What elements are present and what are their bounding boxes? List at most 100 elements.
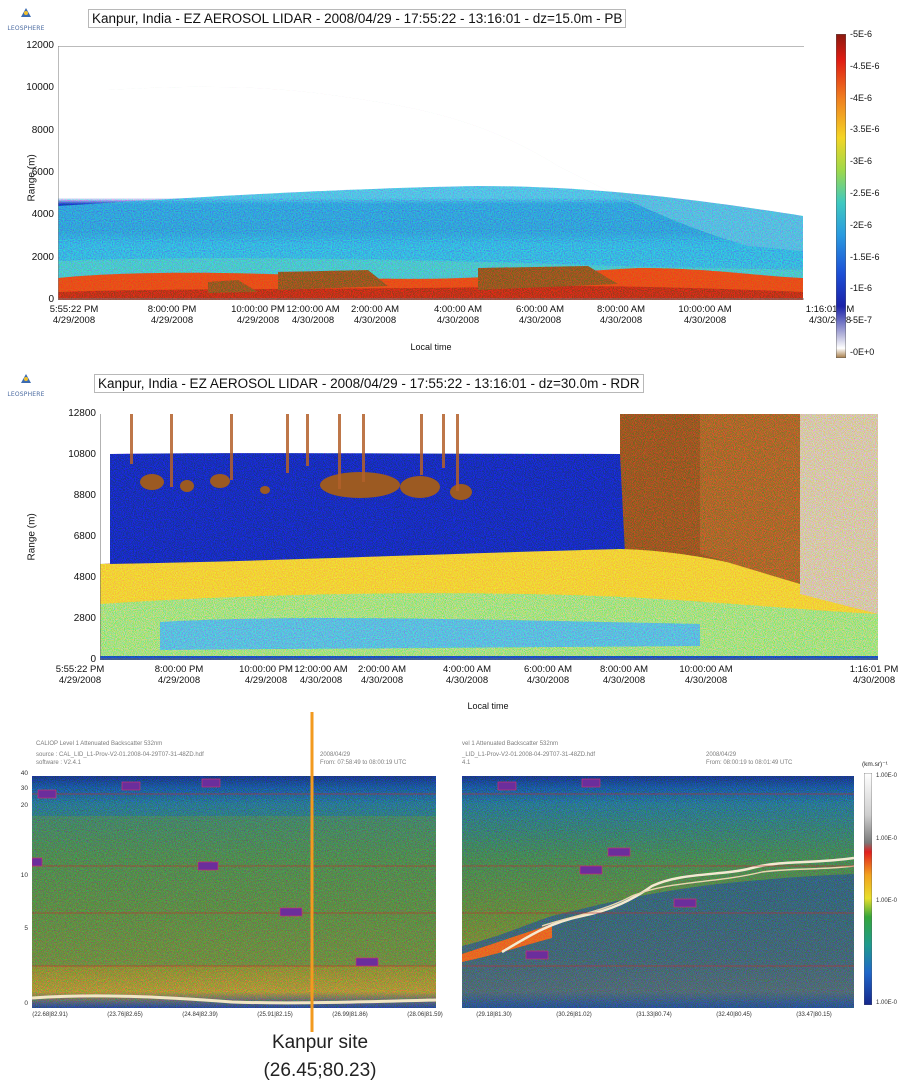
chart2-xtick-date: 4/30/2008: [526, 675, 570, 686]
caliop-b-xtick: (30.26|81.02): [556, 1012, 592, 1018]
chart1-cloud-gap: [318, 46, 320, 170]
chart2-cloud-layer: [180, 480, 194, 492]
chart2-xtick-time: 5:55:22 PM: [55, 664, 105, 675]
chart2-ytick: 10800: [68, 449, 96, 460]
leosphere-logo-icon-2: [21, 374, 31, 383]
chart1-xtick-date: 4/30/2008: [599, 315, 643, 326]
chart1-xtick: 10:00:00 PM 4/29/2008: [231, 304, 285, 326]
chart1-cloud-gap: [154, 46, 155, 144]
chart2-xtick-time: 8:00:00 PM: [154, 664, 204, 675]
chart1-cloud-gap: [162, 46, 163, 91]
chart1-xtick: 2:00:00 AM 4/30/2008: [351, 304, 399, 326]
chart1-xtick: 10:00:00 AM 4/30/2008: [678, 304, 731, 326]
chart1-ytick: 0: [48, 294, 54, 305]
caliop-b-xtick: (33.47|80.15): [796, 1012, 832, 1018]
chart1-cloud-gap: [182, 46, 184, 128]
chart1-cloud-gap: [124, 46, 125, 123]
chart2-xtick: 8:00:00 AM 4/30/2008: [600, 664, 648, 686]
caliop-colorbar-title: (km.sr)⁻¹: [862, 761, 888, 768]
caliop-b-xtick: (29.18|81.30): [476, 1012, 512, 1018]
chart1-cloud-gap: [290, 46, 291, 133]
chart2-xtick-time: 2:00:00 AM: [357, 664, 407, 675]
chart1-xtick-date: 4/29/2008: [236, 315, 280, 326]
chart2-cloud-layer: [320, 472, 400, 498]
caliop-colorbar-label: 1.00E-0: [876, 898, 898, 904]
chart2-cloud-streak: [286, 414, 289, 473]
caliop-a-date: 2008/04/29: [320, 752, 351, 758]
chart1-xtick: 4:00:00 AM 4/30/2008: [434, 304, 482, 326]
chart1-xtick: 6:00:00 AM 4/30/2008: [516, 304, 564, 326]
chart2-ytick: 6800: [73, 531, 96, 542]
caliop-ytick: 30: [20, 785, 28, 792]
chart1-ytick: 10000: [26, 82, 54, 94]
chart2-cloud-streak: [170, 414, 173, 487]
chart2-xtick: 10:00:00 AM 4/30/2008: [679, 664, 732, 686]
chart1-xtick: 8:00:00 AM 4/30/2008: [597, 304, 645, 326]
chart1-ytick: 4000: [31, 209, 54, 221]
chart1-cloud-gap: [370, 46, 371, 154]
chart2-xtick: 1:16:01 PM 4/30/2008: [850, 664, 899, 686]
logo-text: LEOSPHERE: [7, 25, 45, 32]
chart1-cloud-gap: [198, 46, 199, 165]
chart2-cloud-layer: [260, 486, 270, 494]
chart1-cloud-gap: [456, 46, 457, 106]
chart2-ytick: 2800: [73, 613, 96, 624]
chart2-xtick: 10:00:00 PM 4/29/2008: [239, 664, 293, 686]
chart1-xtick-date: 4/29/2008: [52, 315, 96, 326]
caliop-b-plot: [462, 776, 854, 1008]
chart1-cloud-gap: [430, 46, 431, 175]
caliop-a-xtick: (22.68|82.91): [32, 1012, 68, 1018]
chart2-xtick-time: 6:00:00 AM: [523, 664, 573, 675]
chart1-xtick: 5:55:22 PM 4/29/2008: [50, 304, 99, 326]
chart1-xtick-time: 8:00:00 AM: [596, 304, 646, 315]
chart1-ytick: 6000: [31, 167, 54, 178]
chart1-colorbar-label: -4.5E-6: [850, 60, 880, 71]
leosphere-logo-icon: [21, 8, 31, 17]
caliop-a-title: CALIOP Level 1 Attenuated Backscatter 53…: [36, 741, 163, 747]
chart1-cloud-gap: [348, 46, 349, 117]
caliop-a-software: software : V2.4.1: [36, 760, 82, 766]
chart1-xtick-time: 4:00:00 AM: [433, 304, 483, 315]
chart1-colorbar-label: -0E+0: [850, 347, 875, 357]
caliop-a-plot: [32, 776, 436, 1008]
chart2-cloud-streak: [442, 414, 445, 468]
chart1-xtick-time: 8:00:00 PM: [147, 304, 197, 315]
caliop-ytick: 10: [20, 872, 28, 879]
chart1-xtick-time: 1:16:01 PM: [805, 304, 855, 315]
chart2-xtick-time: 10:00:00 AM: [679, 664, 733, 675]
chart2-xtick-date: 4/29/2008: [244, 675, 288, 686]
chart2-xtick: 5:55:22 PM 4/29/2008: [56, 664, 105, 686]
chart1-cloud-gap: [142, 46, 144, 107]
chart1-xtick-time: 6:00:00 AM: [515, 304, 565, 315]
caliop-ytick: 5: [24, 925, 28, 932]
chart2-xtick: 2:00:00 AM 4/30/2008: [358, 664, 406, 686]
chart1-colorbar: [836, 34, 846, 358]
chart1-cloud-gap: [256, 46, 257, 96]
caliop-a-xtick: (28.06|81.59): [407, 1012, 443, 1018]
chart2-xlabel: Local time: [467, 701, 509, 711]
chart2-xtick-time: 10:00:00 PM: [239, 664, 293, 675]
chart1-ytick: 12000: [26, 40, 54, 51]
caliop-b-source: _LID_L1-Prov-V2-01.2008-04-29T07-31-48ZD…: [462, 752, 596, 758]
leosphere-logo-2: LEOSPHERE: [4, 372, 48, 398]
chart1-cloud-gap: [434, 46, 436, 122]
chart2-cloud-streak: [130, 414, 133, 464]
chart1-plot: [58, 46, 804, 300]
chart2-title: Kanpur, India - EZ AEROSOL LIDAR - 2008/…: [94, 374, 644, 393]
chart1-cloud-gap: [398, 46, 399, 138]
chart1-ytick: 8000: [31, 124, 54, 136]
chart1-ytick: 2000: [31, 251, 54, 263]
chart2-ytick: 8800: [73, 490, 96, 501]
chart1-colorbar-label: -5E-7: [850, 315, 873, 326]
chart2-cloud-layer: [400, 476, 440, 498]
chart1-xtick-time: 10:00:00 AM: [678, 304, 732, 315]
chart2-xtick: 12:00:00 AM 4/30/2008: [294, 664, 347, 686]
chart1-colorbar-label: -2E-6: [850, 219, 873, 230]
chart1-xtick-date: 4/30/2008: [436, 315, 480, 326]
caliop-ytick: 20: [20, 802, 28, 809]
chart1-colorbar-label: -3.5E-6: [850, 124, 880, 135]
chart2-xtick-time: 4:00:00 AM: [442, 664, 492, 675]
chart2-cloud-layer: [450, 484, 472, 500]
chart2-xtick-date: 4/30/2008: [602, 675, 646, 686]
chart2-xtick-time: 12:00:00 AM: [294, 664, 348, 675]
